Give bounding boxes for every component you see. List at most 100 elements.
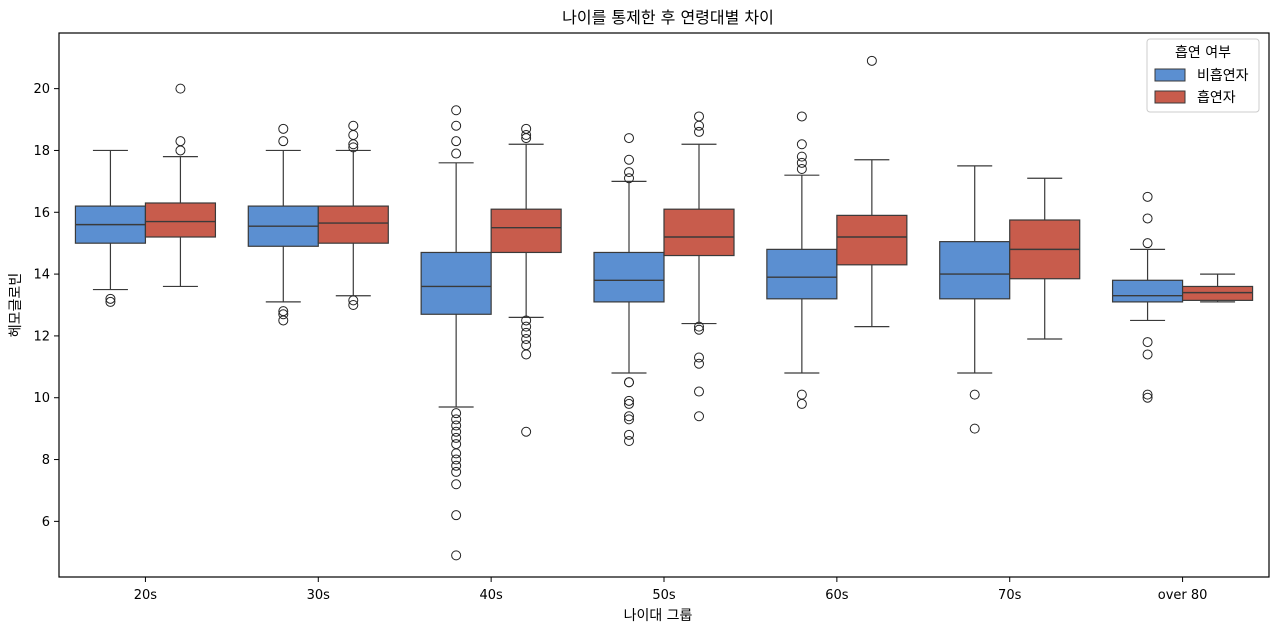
legend-swatch [1154, 68, 1186, 82]
flier-point [969, 423, 980, 434]
flier-point [521, 426, 532, 437]
box-group [1111, 191, 1184, 403]
box-group [766, 111, 838, 409]
flier-point [521, 321, 532, 332]
flier-point [624, 395, 634, 406]
flier-point [521, 315, 532, 326]
flier-point [451, 460, 462, 471]
legend-label: 흡연자 [1197, 90, 1236, 106]
x-tick-label: 40s [479, 588, 503, 603]
y-tick-label: 14 [33, 268, 50, 283]
flier-point [521, 349, 532, 360]
box-iqr [593, 251, 665, 303]
box-iqr [317, 205, 389, 244]
flier-point [348, 130, 359, 140]
flier-point [451, 454, 462, 465]
flier-point [796, 164, 807, 174]
plot-area [74, 55, 1254, 561]
legend-title: 흡연 여부 [1175, 45, 1231, 61]
flier-point [348, 300, 359, 310]
box-group [663, 111, 735, 422]
flier-point [175, 136, 186, 147]
flier-point [451, 148, 462, 159]
flier-point [105, 293, 116, 304]
flier-point [796, 139, 807, 150]
box-iqr [1111, 279, 1184, 303]
y-tick-label: 16 [33, 206, 50, 221]
flier-point [969, 389, 980, 400]
flier-point [451, 466, 462, 477]
flier-point [521, 340, 532, 351]
flier-point [796, 398, 807, 409]
flier-point [1142, 191, 1153, 202]
y-tick-label: 18 [33, 144, 50, 159]
flier-point [521, 130, 532, 140]
flier-point [278, 309, 289, 320]
axes: 6 8 10 12 14 16 18 20 20s 30s 40s 50s 60s 70s over 80 [33, 32, 1270, 603]
flier-point [451, 408, 462, 419]
box-iqr [663, 208, 735, 257]
flier-point [624, 436, 634, 446]
flier-point [451, 414, 462, 425]
flier-point [694, 358, 704, 369]
box-group [490, 123, 562, 437]
flier-point [451, 510, 462, 521]
x-tick-label: 70s [998, 588, 1022, 603]
flier-point [624, 377, 634, 388]
box-group [836, 55, 908, 328]
x-tick-label: over 80 [1158, 588, 1208, 603]
flier-point [694, 352, 704, 363]
box-iqr [766, 248, 838, 300]
box-group [939, 165, 1011, 434]
flier-point [348, 142, 359, 153]
flier-point [451, 420, 462, 431]
flier-point [451, 120, 462, 131]
x-tick-label: 20s [134, 588, 158, 603]
y-tick-label: 12 [33, 329, 50, 344]
box-iqr [420, 251, 492, 315]
y-tick-label: 6 [42, 515, 50, 530]
box-iqr [939, 241, 1011, 300]
flier-point [624, 398, 634, 409]
flier-point [175, 83, 186, 94]
chart-title: 나이를 통제한 후 연령대별 차이 [562, 8, 774, 27]
box-group [1181, 273, 1254, 303]
y-tick-label: 10 [33, 391, 50, 406]
flier-point [624, 411, 634, 422]
y-tick-label: 8 [42, 453, 50, 468]
flier-point [694, 386, 704, 397]
legend-label: 비흡연자 [1197, 68, 1249, 84]
flier-point [694, 126, 704, 137]
box-group [1009, 177, 1081, 340]
flier-point [624, 414, 634, 425]
flier-point [348, 295, 359, 306]
flier-point [796, 151, 807, 162]
plot-frame [58, 32, 1270, 578]
flier-point [1142, 213, 1153, 224]
flier-point [694, 111, 704, 122]
flier-point [866, 55, 877, 66]
box-iqr [490, 208, 562, 254]
flier-point [451, 550, 462, 561]
flier-point [796, 111, 807, 122]
flier-point [1142, 389, 1153, 400]
box-group [74, 149, 147, 307]
box-group [317, 120, 389, 310]
box-group [144, 83, 217, 288]
x-axis-title: 나이대 그룹 [624, 608, 693, 624]
box-group [593, 133, 665, 446]
flier-point [521, 123, 532, 134]
flier-point [624, 429, 634, 440]
flier-point [521, 334, 532, 344]
flier-point [694, 321, 704, 332]
flier-point [1142, 238, 1153, 249]
x-tick-label: 30s [307, 588, 331, 603]
flier-point [1142, 337, 1153, 348]
flier-point [796, 389, 807, 400]
legend-swatch [1154, 90, 1186, 104]
box-group [247, 123, 319, 326]
flier-point [624, 154, 634, 165]
flier-point [348, 120, 359, 131]
flier-point [451, 426, 462, 437]
